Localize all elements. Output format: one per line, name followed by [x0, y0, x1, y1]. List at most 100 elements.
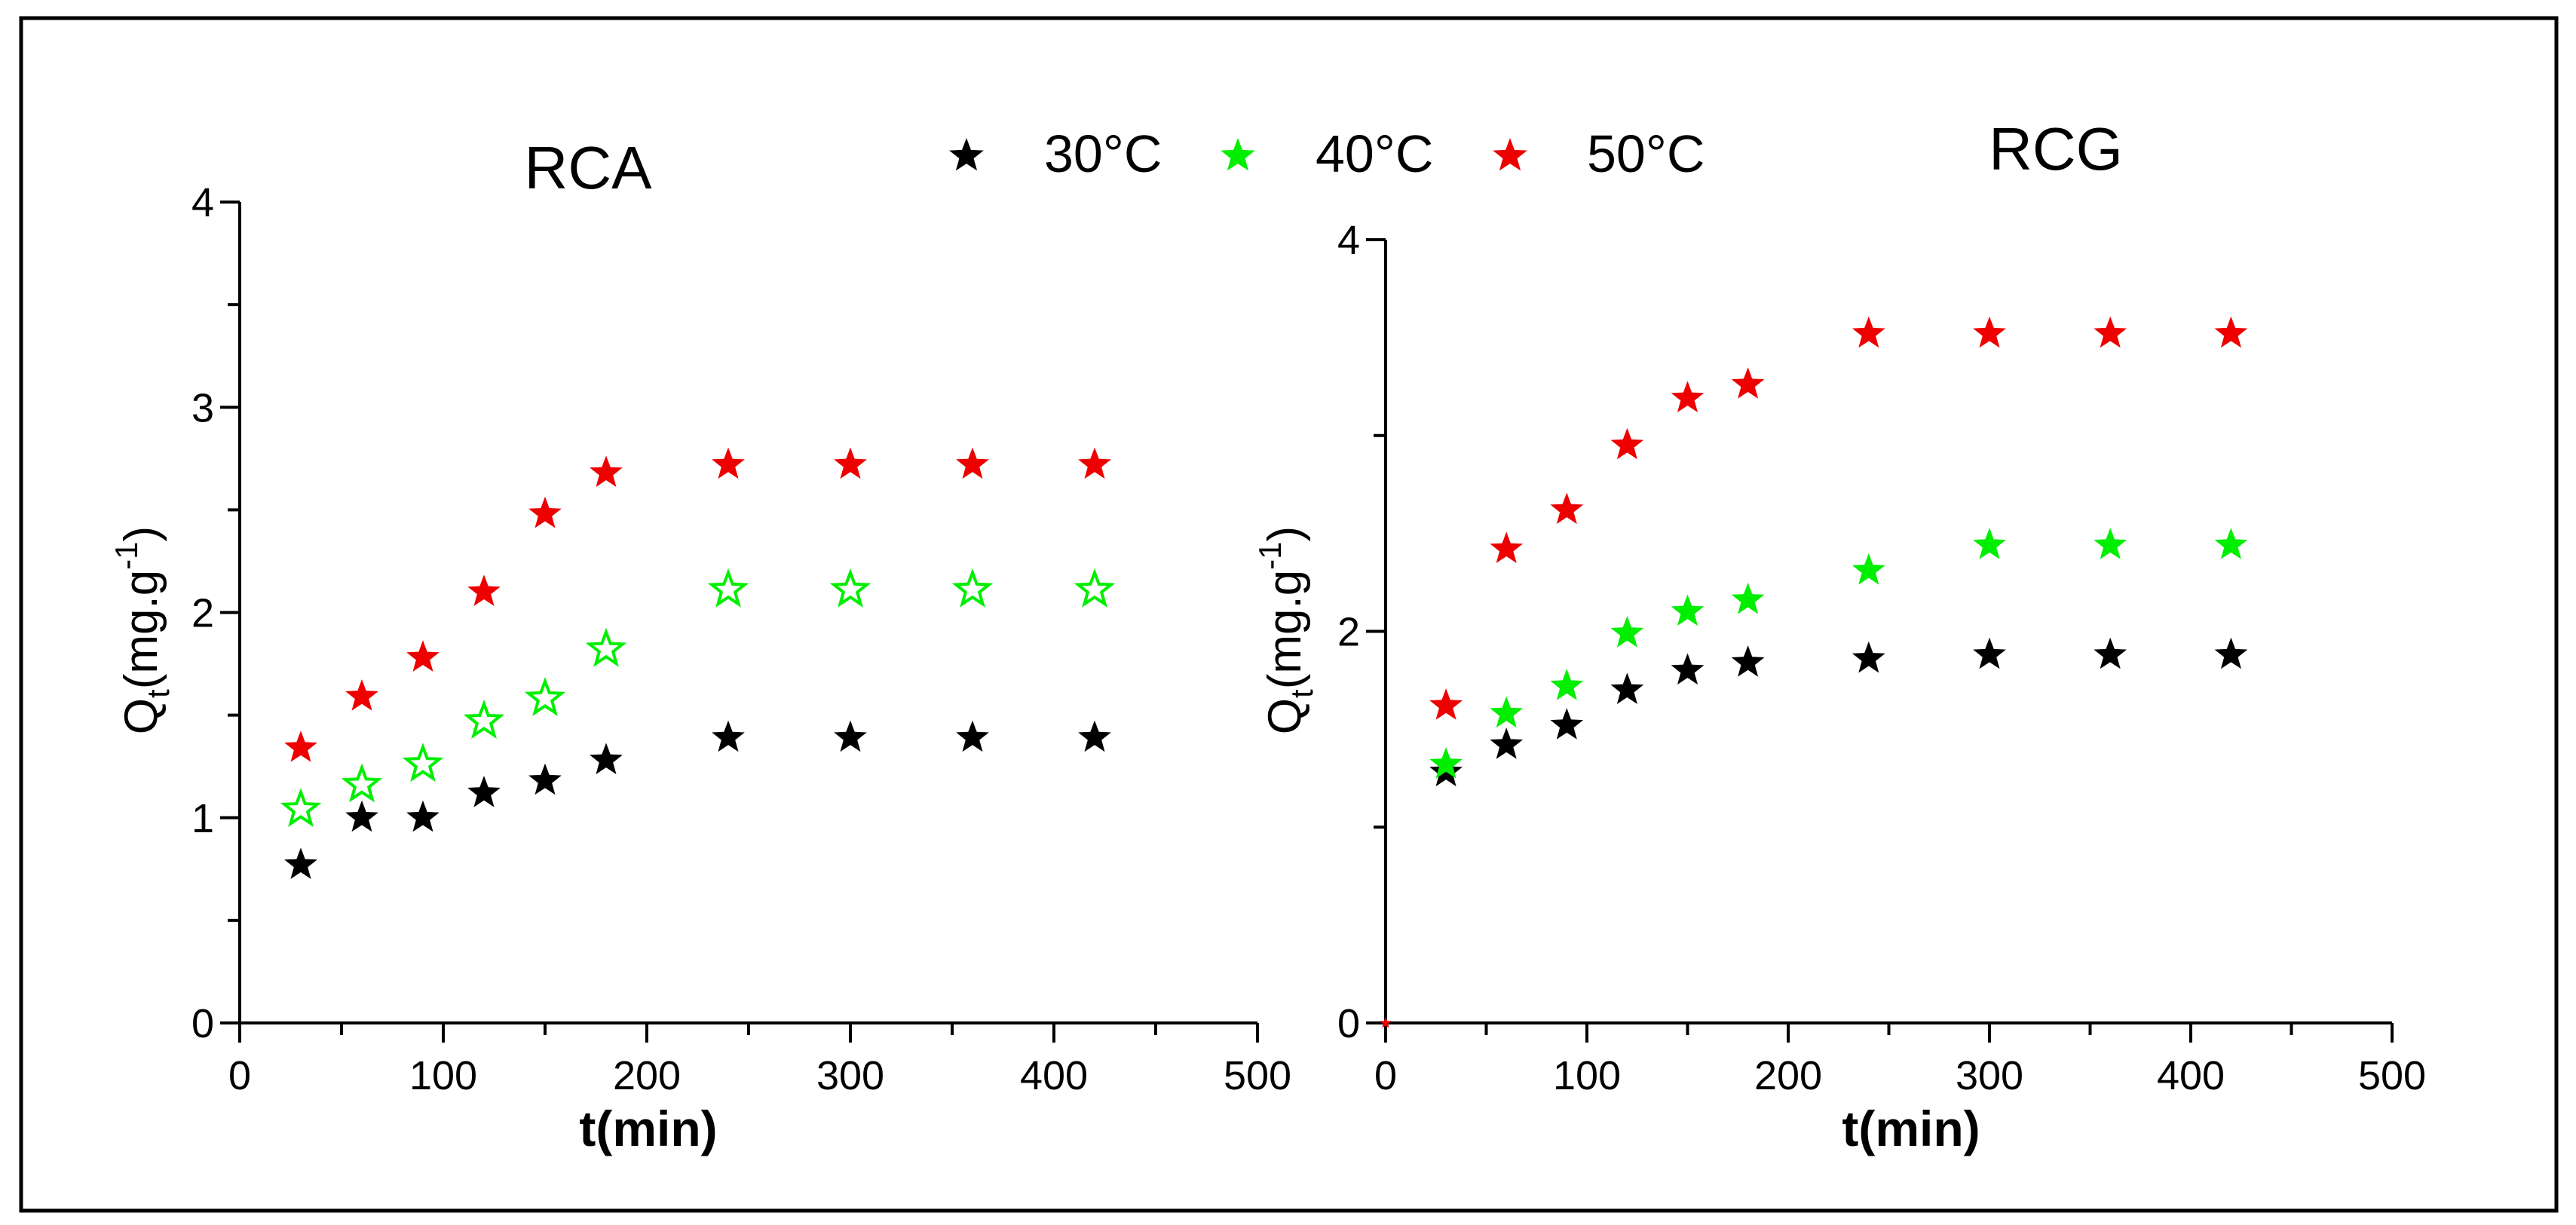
y-label-close: ) [1259, 526, 1311, 542]
data-point [834, 720, 867, 752]
chart-title-rca: RCA [525, 134, 653, 201]
y-label-close: ) [115, 526, 167, 542]
x-tick-label: 100 [409, 1053, 477, 1098]
data-point [2094, 316, 2127, 348]
data-point [712, 447, 745, 479]
x-tick-label: 300 [816, 1053, 884, 1098]
data-point [590, 455, 623, 488]
data-point [1429, 747, 1463, 779]
data-point [956, 447, 989, 479]
legend-item-30: 30°C [949, 124, 1162, 183]
data-point [1078, 720, 1111, 752]
y-tick-label: 0 [191, 1001, 214, 1046]
series-40 [280, 568, 1116, 828]
series-50 [284, 447, 1111, 762]
y-label-unit: (mg.g [115, 570, 167, 689]
x-tick-label: 400 [1020, 1053, 1088, 1098]
legend-label-30: 30°C [1044, 124, 1162, 183]
data-point [712, 720, 745, 752]
x-tick-label: 200 [613, 1053, 681, 1098]
data-point [1490, 696, 1524, 728]
y-label-sup: -1 [109, 541, 144, 569]
legend-marker-50 [1493, 138, 1527, 171]
legend-marker-40 [1221, 138, 1255, 171]
data-point [528, 496, 562, 528]
x-tick-label: 300 [1956, 1053, 2023, 1098]
data-point [284, 847, 317, 880]
data-point [1610, 672, 1644, 705]
data-point [345, 679, 378, 711]
y-axis-label-rcg: Qt(mg.g-1) [1252, 526, 1319, 734]
data-point [1731, 367, 1765, 399]
data-point [406, 640, 440, 672]
y-tick-label: 1 [191, 796, 214, 841]
data-point [1550, 669, 1584, 700]
y-label-sub: t [140, 689, 176, 698]
chart-title-rcg: RCG [1989, 115, 2123, 182]
legend: 30°C 40°C 50°C [949, 124, 1705, 183]
legend-label-40: 40°C [1316, 124, 1433, 183]
x-tick-label: 500 [2358, 1053, 2426, 1098]
y-label-unit: (mg.g [1259, 570, 1311, 689]
data-point [1078, 447, 1111, 479]
data-point [528, 763, 562, 795]
x-tick-label: 400 [2157, 1053, 2225, 1098]
data-point [1973, 637, 2006, 669]
data-point [1671, 381, 1705, 413]
x-tick-label: 100 [1553, 1053, 1621, 1098]
data-point [1610, 427, 1644, 460]
y-label-sup: -1 [1252, 541, 1288, 569]
y-tick-label: 0 [1337, 1001, 1360, 1046]
series-50 [1380, 316, 2248, 1028]
data-point [951, 568, 994, 608]
y-label-base: Q [115, 698, 167, 734]
y-label-sub: t [1284, 689, 1319, 698]
data-point [284, 730, 317, 762]
chart-panel-rca: RCA 0 100 200 300 400 500 0 1 2 3 4 t(min) Qt(mg.g… [109, 134, 1291, 1156]
data-point [834, 447, 867, 479]
data-point [524, 677, 566, 717]
y-tick-label: 3 [191, 385, 214, 430]
series-40 [1429, 528, 2248, 779]
data-point [467, 776, 501, 807]
data-point [1731, 645, 1765, 677]
data-point [1429, 688, 1463, 720]
x-tick-label: 0 [1374, 1053, 1397, 1098]
data-point [1074, 568, 1116, 608]
y-axis-label-rca: Qt(mg.g-1) [109, 526, 176, 734]
data-point [1490, 531, 1524, 564]
data-point [1731, 582, 1765, 614]
x-tick-label: 200 [1754, 1053, 1822, 1098]
data-point [1852, 316, 1885, 348]
y-tick-label: 2 [1337, 610, 1360, 655]
data-point [1852, 553, 1885, 585]
data-point [1973, 528, 2006, 559]
data-point [463, 700, 505, 740]
data-point [585, 627, 627, 667]
data-point [341, 763, 383, 803]
x-tick-label: 0 [228, 1053, 251, 1098]
x-axis-label-rca: t(min) [579, 1101, 717, 1156]
data-point [2094, 528, 2127, 559]
data-point [2214, 637, 2248, 669]
data-point [1550, 492, 1584, 525]
data-point [1610, 616, 1644, 648]
data-point [590, 743, 623, 775]
legend-label-50: 50°C [1587, 124, 1705, 183]
x-tick-label: 500 [1224, 1053, 1291, 1098]
y-tick-label: 2 [191, 591, 214, 636]
data-point [467, 574, 501, 606]
legend-marker-30 [949, 138, 984, 171]
data-point [1490, 727, 1524, 759]
legend-item-40: 40°C [1221, 124, 1433, 183]
data-point [1671, 653, 1705, 685]
data-point [1852, 641, 1885, 673]
y-tick-label: 4 [191, 180, 214, 225]
data-point [2214, 528, 2248, 559]
y-label-base: Q [1259, 698, 1311, 734]
x-axis-label-rcg: t(min) [1842, 1101, 1980, 1156]
plot-area-rcg: 0 100 200 300 400 500 0 2 4 [1337, 218, 2426, 1098]
data-point [1671, 594, 1705, 626]
series-30 [284, 720, 1111, 880]
